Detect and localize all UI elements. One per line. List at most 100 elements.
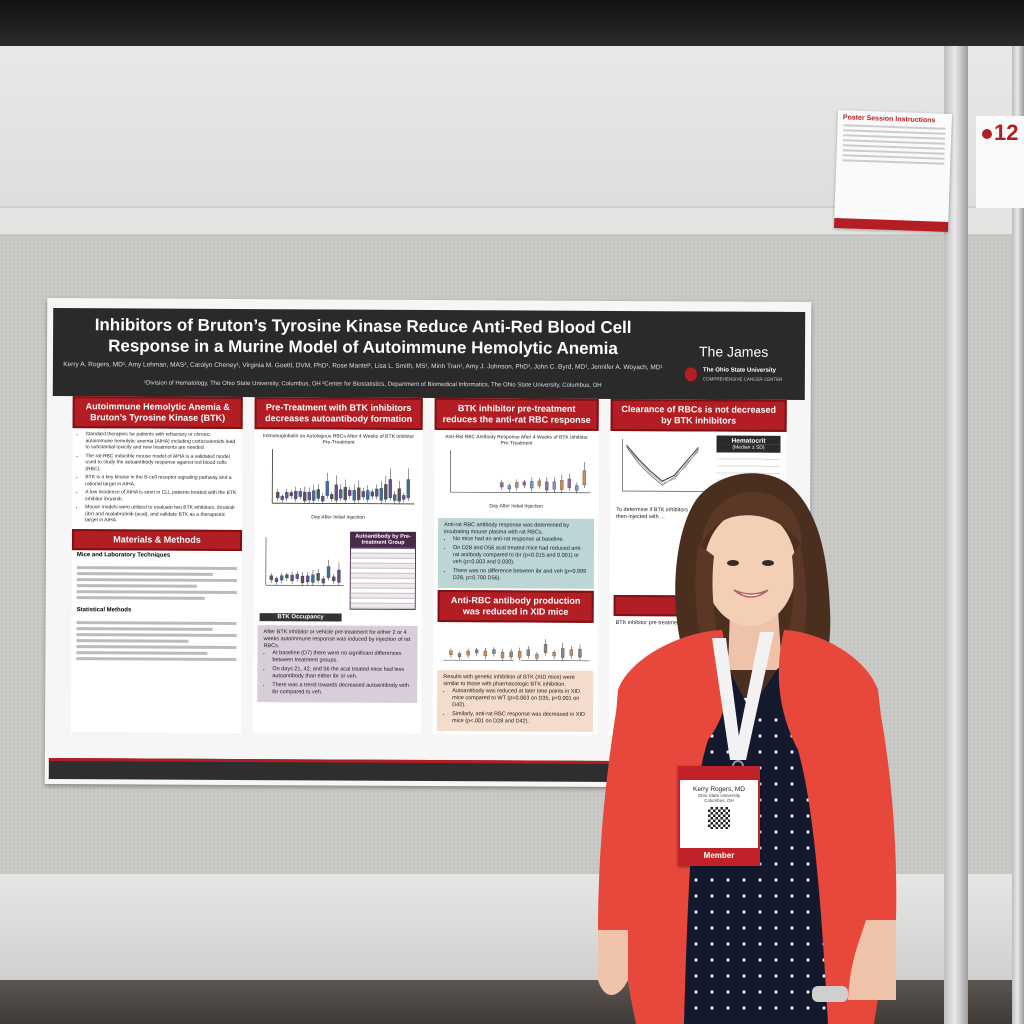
polka-dot: [742, 942, 746, 946]
bullet: On days 21, 42, and 56 the acal treated …: [272, 666, 411, 681]
polka-dot: [774, 926, 778, 930]
box: [285, 574, 289, 579]
box: [406, 479, 410, 499]
hair-bangs: [700, 491, 802, 550]
badge-name: Kerry Rogers, MD: [692, 786, 745, 793]
polka-dot: [790, 974, 794, 978]
box: [507, 485, 511, 490]
polka-dot: [790, 1006, 794, 1010]
the-james-logo: The James: [698, 343, 769, 360]
polka-dot: [806, 878, 810, 882]
polka-dot: [758, 750, 762, 754]
polka-dot: [790, 894, 794, 898]
box: [500, 482, 504, 488]
polka-dot: [710, 942, 714, 946]
box: [330, 494, 334, 499]
polka-dot: [806, 846, 810, 850]
box: [289, 492, 293, 497]
stats-text: [71, 615, 241, 667]
box: [402, 495, 406, 500]
polka-dot: [758, 926, 762, 930]
polka-dot: [774, 974, 778, 978]
polka-dot: [806, 894, 810, 898]
polka-dot: [726, 990, 730, 994]
smile: [733, 589, 769, 598]
polka-dot: [742, 910, 746, 914]
box: [316, 489, 320, 499]
polka-dot: [742, 990, 746, 994]
box: [316, 573, 320, 581]
bullet: No mice had an anti-rat response at base…: [453, 536, 588, 544]
research-poster: Inhibitors of Bruton’s Tyrosine Kinase R…: [44, 298, 812, 788]
face: [704, 510, 796, 626]
polka-dot: [694, 910, 698, 914]
section-heading-xid: Anti-RBC antibody production was reduced…: [437, 590, 594, 623]
poster-affiliations: ¹Division of Hematology, The Ohio State …: [144, 380, 602, 389]
polka-dot: [806, 814, 810, 818]
polka-dot: [758, 910, 762, 914]
boxplot-graphic: [443, 639, 590, 662]
box: [388, 479, 392, 499]
polka-dot: [742, 926, 746, 930]
box: [343, 487, 347, 501]
box: [280, 575, 284, 581]
bullet: Autoantibody was reduced at later time p…: [452, 688, 587, 710]
polka-dot: [774, 718, 778, 722]
polka-dot: [790, 750, 794, 754]
box: [295, 573, 299, 579]
bullet: Similarly, anti-rat RBC response was dec…: [452, 711, 587, 726]
polka-dot: [774, 734, 778, 738]
box: [326, 566, 331, 578]
ceiling: [0, 0, 1024, 48]
methods-text: [72, 560, 242, 606]
polka-dot: [710, 894, 714, 898]
polka-dot: [694, 958, 698, 962]
osu-logo-icon: [684, 367, 697, 382]
polka-dot: [790, 798, 794, 802]
column-background: BTK inhibitor pre-treatment reduces the …: [432, 398, 599, 735]
box: [339, 489, 343, 499]
polka-dot: [790, 862, 794, 866]
box: [303, 491, 307, 502]
aiha-bullets: Standard therapies for patients with ref…: [72, 428, 243, 529]
polka-dot: [790, 814, 794, 818]
polka-dot: [774, 1006, 778, 1010]
polka-dot: [694, 926, 698, 930]
polka-dot: [726, 958, 730, 962]
polka-dot: [710, 1006, 714, 1010]
box: [352, 490, 356, 501]
osu-name: The Ohio State University: [702, 367, 776, 374]
right-hand: [848, 920, 896, 1000]
presenter-person: [598, 473, 897, 1024]
boxplot-graphic: [265, 537, 344, 587]
polka-dot: [806, 910, 810, 914]
poster-session-instructions: Poster Session Instructions: [833, 110, 953, 232]
polka-dot: [774, 750, 778, 754]
polka-dot: [774, 782, 778, 786]
box: [366, 490, 370, 500]
section-heading-pretreatment: Pre-Treatment with BTK inhibitors decrea…: [254, 397, 423, 430]
polka-dot: [726, 878, 730, 882]
polka-dot: [742, 878, 746, 882]
section-heading-anti-rat: BTK inhibitor pre-treatment reduces the …: [434, 398, 599, 431]
polka-dot: [790, 878, 794, 882]
box: [569, 649, 573, 656]
section-heading-aiha: Autoimmune Hemolytic Anemia & Bruton’s T…: [72, 396, 243, 430]
polka-dot: [742, 974, 746, 978]
box: [321, 578, 325, 584]
name-badge: Kerry Rogers, MD Ohio State University C…: [678, 766, 760, 866]
box: [274, 578, 279, 582]
box: [526, 649, 530, 656]
polka-dot: [790, 958, 794, 962]
booth-pole-right: [1012, 46, 1024, 1024]
polka-dot: [694, 878, 698, 882]
polka-dot: [774, 942, 778, 946]
box: [393, 494, 397, 501]
box: [537, 480, 541, 487]
polka-dot: [774, 814, 778, 818]
polka-dot: [694, 974, 698, 978]
line-graphic: [621, 439, 707, 492]
polka-dot: [806, 926, 810, 930]
hematocrit-line-plot: [616, 434, 709, 500]
secondary-boxplot: [259, 531, 347, 602]
